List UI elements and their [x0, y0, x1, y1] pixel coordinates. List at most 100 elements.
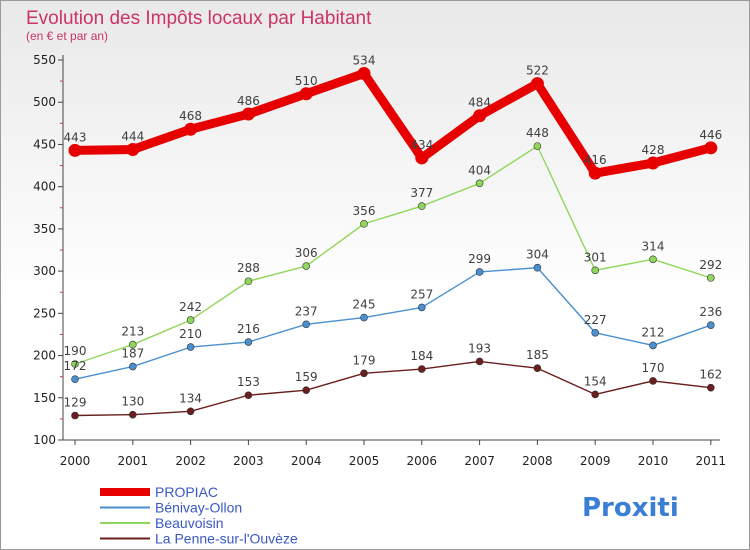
data-point: [591, 328, 600, 337]
data-label: 130: [121, 395, 144, 409]
data-point: [417, 365, 426, 373]
data-point: [704, 141, 718, 155]
data-label: 154: [584, 374, 607, 388]
data-label: 292: [699, 258, 722, 272]
data-label: 534: [353, 54, 376, 68]
data-label: 448: [526, 126, 549, 140]
data-label: 187: [121, 347, 144, 361]
y-tick-label: 200: [33, 349, 56, 363]
data-point: [357, 67, 371, 81]
data-label: 510: [295, 74, 318, 88]
data-label: 468: [179, 109, 202, 123]
data-label: 236: [699, 305, 722, 319]
data-label: 484: [468, 96, 491, 110]
chart-title: Evolution des Impôts locaux par Habitant: [26, 8, 372, 29]
y-tick-label: 450: [33, 137, 56, 151]
data-label: 153: [237, 375, 260, 389]
data-point: [415, 151, 429, 165]
data-label: 212: [642, 325, 665, 339]
series-line: [74, 360, 711, 417]
data-point: [360, 220, 368, 228]
data-point: [302, 386, 311, 394]
x-tick-label: 2009: [580, 454, 611, 468]
series-line: [74, 145, 712, 365]
data-label: 227: [584, 313, 607, 327]
data-label: 443: [64, 130, 87, 144]
data-label: 304: [526, 248, 549, 262]
x-tick-label: 2010: [638, 454, 669, 468]
data-point: [129, 410, 137, 419]
data-label: 444: [121, 130, 144, 144]
data-label: 162: [699, 368, 722, 382]
data-point: [186, 407, 195, 416]
data-point: [68, 143, 82, 157]
y-tick-label: 300: [33, 264, 56, 278]
x-tick-label: 2001: [118, 454, 149, 468]
x-tick-label: 2000: [60, 454, 91, 468]
data-point: [71, 375, 79, 384]
x-tick-label: 2002: [175, 454, 206, 468]
data-label: 170: [642, 361, 665, 375]
data-point: [475, 268, 484, 276]
data-point: [244, 338, 253, 346]
data-point: [706, 321, 715, 329]
data-point: [360, 369, 368, 378]
y-tick-label: 500: [33, 95, 56, 109]
data-point: [530, 77, 544, 91]
data-label: 416: [584, 153, 607, 167]
series-line: [74, 69, 712, 178]
x-tick-label: 2003: [233, 454, 264, 468]
data-label: 172: [64, 359, 87, 373]
data-point: [706, 383, 715, 392]
data-point: [302, 320, 311, 329]
data-label: 193: [468, 341, 491, 355]
data-label: 245: [353, 298, 376, 312]
data-point: [533, 263, 542, 272]
data-point: [475, 179, 484, 188]
data-label: 237: [295, 304, 318, 318]
data-label: 486: [237, 94, 260, 108]
x-tick-label: 2011: [696, 454, 727, 468]
data-point: [649, 341, 657, 350]
y-tick-label: 100: [33, 433, 56, 447]
data-point: [129, 362, 137, 371]
x-tick-label: 2004: [291, 454, 322, 468]
data-point: [302, 262, 311, 270]
data-point: [186, 316, 195, 324]
y-tick-label: 550: [33, 53, 56, 67]
data-label: 210: [179, 327, 202, 341]
data-point: [475, 357, 484, 366]
data-point: [71, 360, 79, 368]
data-label: 257: [410, 287, 433, 301]
data-label: 446: [699, 128, 722, 142]
y-tick-label: 250: [33, 306, 56, 320]
data-label: 134: [179, 391, 202, 405]
data-label: 377: [410, 186, 433, 200]
series-line: [74, 267, 712, 380]
data-label: 306: [295, 246, 318, 260]
legend-label: Beauvoisin: [155, 515, 224, 531]
data-label: 159: [295, 370, 318, 384]
legend-label: Bénivay-Ollon: [155, 500, 242, 516]
data-point: [646, 156, 660, 170]
data-label: 129: [64, 396, 87, 410]
data-point: [299, 87, 313, 101]
data-label: 213: [121, 325, 144, 339]
data-point: [706, 274, 715, 282]
proxiti-logo: Proxiti: [582, 493, 679, 523]
y-tick-label: 400: [33, 180, 56, 194]
legend-label: PROPIAC: [155, 484, 218, 500]
data-point: [126, 143, 140, 157]
data-point: [649, 255, 657, 264]
data-label: 185: [526, 348, 549, 362]
data-label: 190: [64, 344, 87, 358]
data-point: [71, 411, 79, 420]
data-point: [591, 390, 600, 399]
data-point: [473, 109, 487, 123]
data-point: [129, 340, 137, 349]
data-label: 299: [468, 252, 491, 266]
data-point: [241, 107, 255, 121]
